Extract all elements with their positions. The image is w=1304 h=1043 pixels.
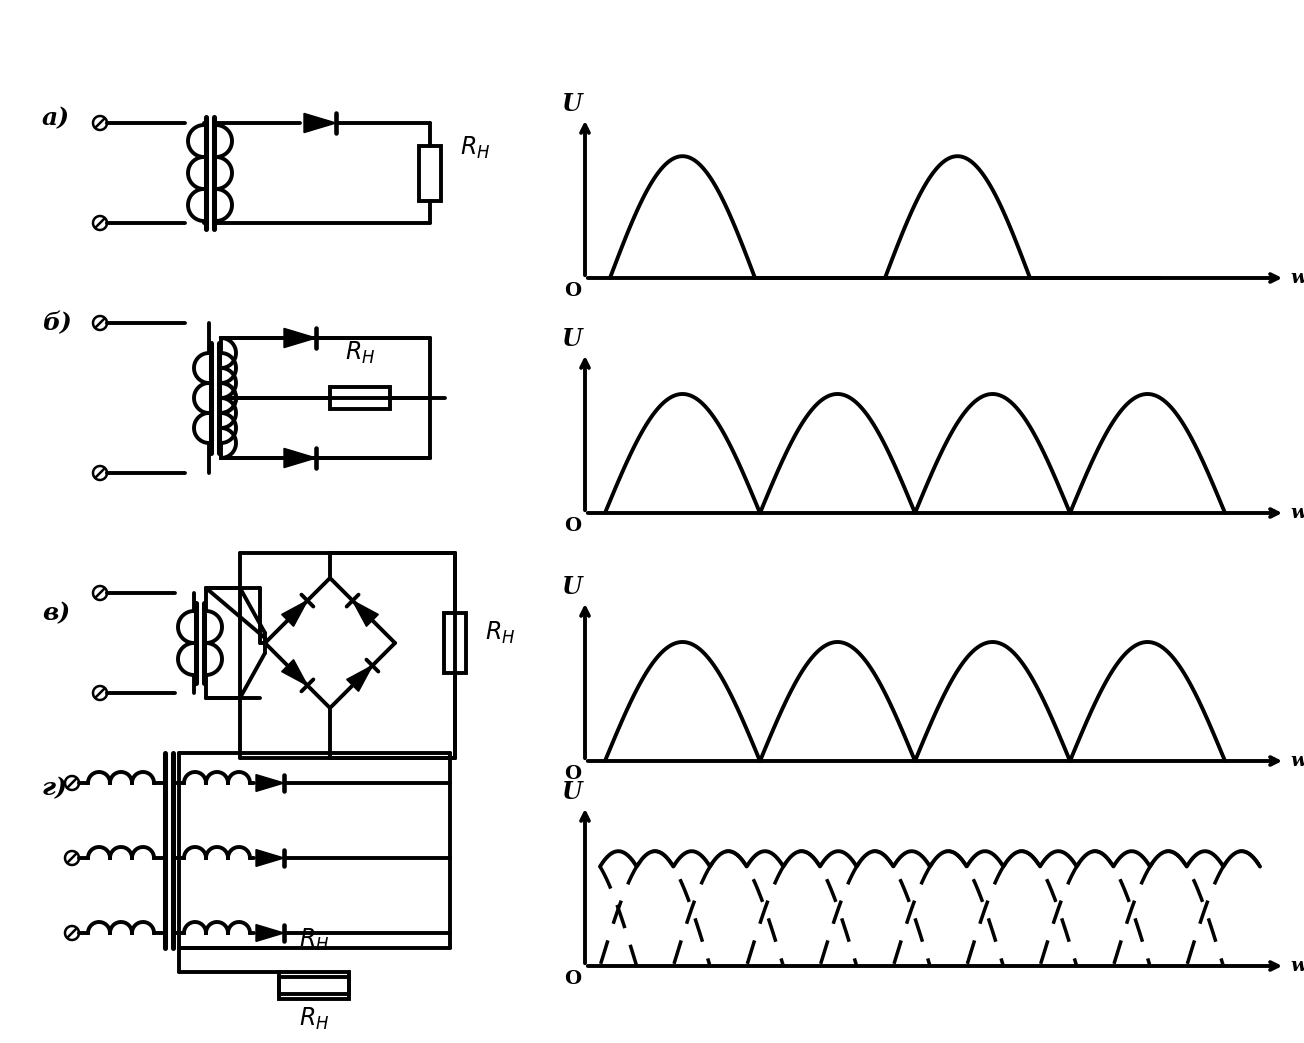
- Text: O: O: [565, 282, 582, 300]
- Text: а): а): [42, 106, 70, 130]
- Polygon shape: [282, 601, 308, 627]
- Polygon shape: [304, 114, 336, 132]
- Polygon shape: [256, 850, 284, 867]
- Text: wt: wt: [1290, 957, 1304, 975]
- Text: O: O: [565, 765, 582, 783]
- Text: U: U: [561, 575, 582, 599]
- Text: wt: wt: [1290, 504, 1304, 522]
- Text: $R_H$: $R_H$: [344, 340, 376, 366]
- Text: $R_H$: $R_H$: [299, 1006, 329, 1033]
- Text: $R_H$: $R_H$: [299, 927, 329, 953]
- Text: O: O: [565, 970, 582, 988]
- Text: wt: wt: [1290, 752, 1304, 770]
- Text: в): в): [42, 601, 70, 625]
- Bar: [279, 972, 349, 994]
- Text: U: U: [561, 92, 582, 116]
- Polygon shape: [352, 601, 378, 627]
- Polygon shape: [284, 329, 316, 347]
- Polygon shape: [347, 665, 373, 692]
- Bar: [419, 146, 441, 200]
- Text: $R_H$: $R_H$: [485, 620, 515, 646]
- Bar: [279, 977, 349, 999]
- Polygon shape: [256, 775, 284, 792]
- Bar: [443, 613, 466, 673]
- Text: $R_H$: $R_H$: [460, 135, 490, 161]
- Polygon shape: [282, 659, 308, 685]
- Text: U: U: [561, 780, 582, 804]
- Polygon shape: [284, 448, 316, 467]
- Text: wt: wt: [1290, 269, 1304, 287]
- Text: U: U: [561, 328, 582, 351]
- Text: г): г): [42, 776, 68, 800]
- Text: б): б): [42, 311, 72, 335]
- Polygon shape: [256, 924, 284, 942]
- Text: O: O: [565, 517, 582, 535]
- Bar: [330, 387, 390, 409]
